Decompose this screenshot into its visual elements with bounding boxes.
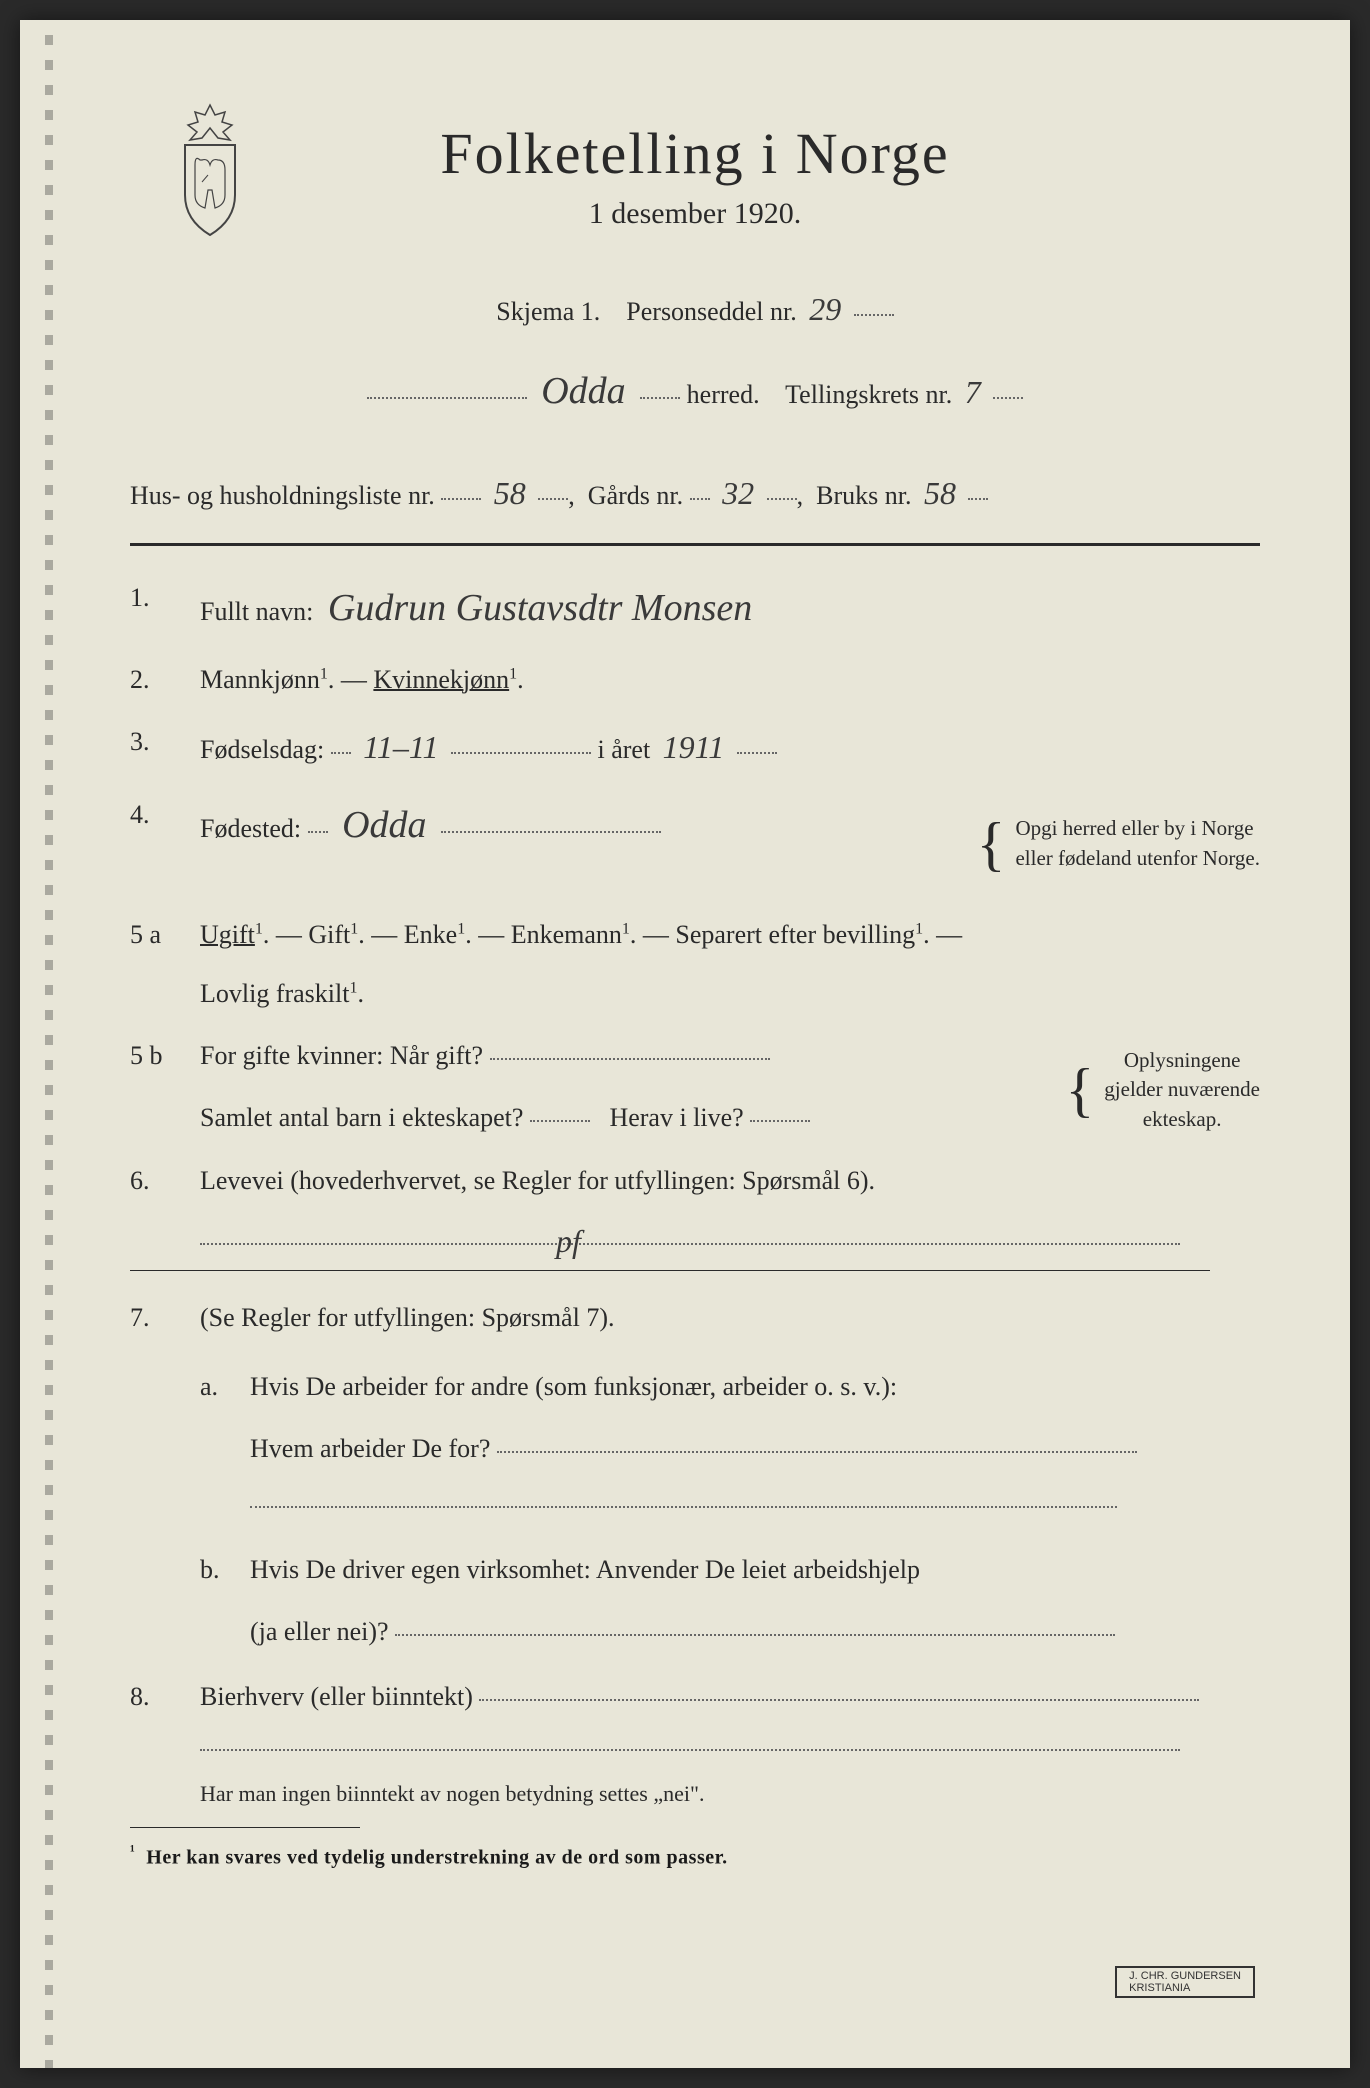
footnote: ¹ Her kan svares ved tydelig understrekn… [130, 1843, 1260, 1870]
q5b-label: For gifte kvinner: Når gift? [200, 1041, 483, 1070]
husholdning-line: Hus- og husholdningsliste nr. 58 , Gårds… [130, 465, 1260, 523]
personseddel-label: Personseddel nr. [626, 297, 796, 326]
q1-value: Gudrun Gustavsdtr Monsen [320, 587, 760, 629]
q3-year: 1911 [657, 729, 731, 765]
q1-num: 1. [130, 576, 200, 641]
gaards-label: Gårds nr. [588, 481, 683, 510]
q3-label: Fødselsdag: [200, 735, 324, 764]
document-page: Folketelling i Norge 1 desember 1920. Sk… [20, 20, 1350, 2068]
bruks-label: Bruks nr. [816, 481, 911, 510]
dotted-line [200, 1243, 1180, 1245]
q4-num: 4. [130, 793, 200, 895]
main-title: Folketelling i Norge [130, 120, 1260, 187]
dotted-line [250, 1506, 1117, 1508]
footer-note: Har man ingen biinntekt av nogen betydni… [200, 1781, 1260, 1807]
q2-text: Mannkjønn1. — Kvinnekjønn1. [200, 665, 524, 694]
q7a-text2: Hvem arbeider De for? [250, 1434, 490, 1463]
subtitle: 1 desember 1920. [130, 197, 1260, 231]
tellingskrets-value: 7 [959, 374, 987, 410]
question-5a: 5 a Ugift1. — Gift1. — Enke1. — Enkemann… [130, 913, 1260, 1016]
question-8: 8. Bierhverv (eller biinntekt) [130, 1675, 1260, 1719]
q8-label: Bierhverv (eller biinntekt) [200, 1682, 473, 1711]
q7-text: (Se Regler for utfyllingen: Spørsmål 7). [200, 1303, 614, 1332]
gaards-value: 32 [716, 475, 760, 511]
q7a-text1: Hvis De arbeider for andre (som funksjon… [250, 1365, 1137, 1409]
q6-num: 6. [130, 1159, 200, 1203]
dotted-line [200, 1749, 1180, 1751]
coat-of-arms-icon [160, 100, 260, 240]
question-4: 4. Fødested: Odda { Opgi herred eller by… [130, 793, 1260, 895]
herred-value: Odda [533, 370, 633, 412]
header-section: Folketelling i Norge 1 desember 1920. Sk… [130, 120, 1260, 425]
q7b-text1: Hvis De driver egen virksomhet: Anvender… [250, 1548, 1115, 1592]
husholdning-label: Hus- og husholdningsliste nr. [130, 481, 435, 510]
q5a-text2: Lovlig fraskilt1. [200, 972, 1260, 1016]
q6-mark: pf [550, 1223, 587, 1260]
tellingskrets-label: Tellingskrets nr. [785, 380, 952, 409]
q2-num: 2. [130, 658, 200, 702]
q5b-side: Oplysningene gjelder nuværende ekteskap. [1104, 1046, 1260, 1134]
q8-num: 8. [130, 1675, 200, 1719]
herred-label: herred. [687, 380, 760, 409]
question-5b: 5 b For gifte kvinner: Når gift? Samlet … [130, 1034, 1260, 1140]
q4-note: Opgi herred eller by i Norge eller fødel… [1015, 814, 1260, 873]
q7b-text2: (ja eller nei)? [250, 1617, 389, 1646]
q1-label: Fullt navn: [200, 597, 313, 626]
personseddel-value: 29 [803, 291, 847, 327]
q5b-label2: Samlet antal barn i ekteskapet? [200, 1103, 523, 1132]
question-2: 2. Mannkjønn1. — Kvinnekjønn1. [130, 658, 1260, 702]
q5b-num: 5 b [130, 1034, 200, 1140]
herred-line: Odda herred. Tellingskrets nr. 7 [130, 357, 1260, 425]
q5a-num: 5 a [130, 913, 200, 1016]
q7a-label: a. [200, 1365, 250, 1523]
q5b-label3: Herav i live? [609, 1103, 743, 1132]
question-6: 6. Levevei (hovederhvervet, se Regler fo… [130, 1159, 1260, 1203]
q7b-label: b. [200, 1548, 250, 1654]
schema-label: Skjema 1. [496, 297, 600, 326]
bruks-value: 58 [918, 475, 962, 511]
divider [130, 1270, 1210, 1271]
q4-label: Fødested: [200, 814, 301, 843]
question-7: 7. (Se Regler for utfyllingen: Spørsmål … [130, 1296, 1260, 1655]
bracket-icon: { [1065, 1039, 1094, 1141]
divider [130, 543, 1260, 546]
q7-num: 7. [130, 1296, 200, 1655]
bracket-icon: { [977, 793, 1006, 895]
question-1: 1. Fullt navn: Gudrun Gustavsdtr Monsen [130, 576, 1260, 641]
question-3: 3. Fødselsdag: 11–11 i året 1911 [130, 720, 1260, 774]
schema-line: Skjema 1. Personseddel nr. 29 [130, 281, 1260, 339]
divider [130, 1827, 360, 1828]
q6-text: Levevei (hovederhvervet, se Regler for u… [200, 1166, 875, 1195]
husholdning-value: 58 [488, 475, 532, 511]
q3-num: 3. [130, 720, 200, 774]
q4-value: Odda [334, 804, 434, 846]
q3-day: 11–11 [357, 729, 444, 765]
printer-stamp: J. CHR. GUNDERSEN KRISTIANIA [1115, 1966, 1255, 1998]
q3-year-label: i året [597, 735, 650, 764]
q5a-text: Ugift1. — Gift1. — Enke1. — Enkemann1. —… [200, 920, 962, 949]
